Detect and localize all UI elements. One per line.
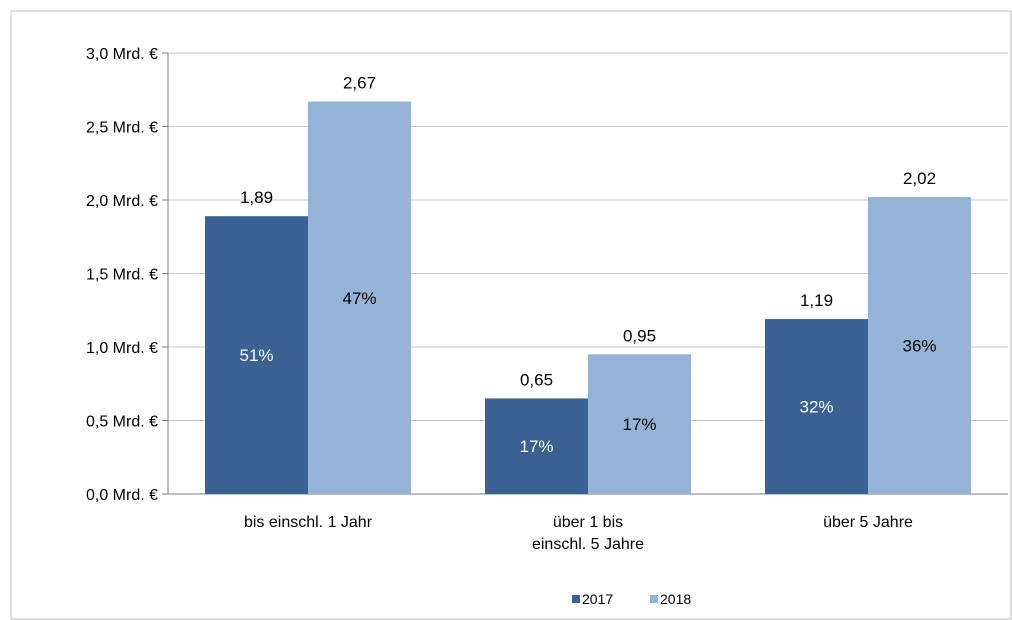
bar-2017-2 (485, 398, 588, 494)
legend-swatch (650, 595, 658, 603)
y-tick-label: 2,5 Mrd. € (86, 120, 158, 137)
chart-frame (10, 10, 1012, 620)
value-label: 1,89 (240, 188, 273, 207)
share-label: 17% (519, 437, 553, 456)
y-tick-label: 0,5 Mrd. € (86, 414, 158, 431)
y-tick-label: 0,0 Mrd. € (86, 487, 158, 504)
bar-2017-1 (205, 216, 308, 495)
bar-2017-3 (765, 319, 868, 494)
data-labels: 1,89 51% 2,67 47% 0,65 17% 0,95 17% 1,19 32% 2,02 3… (239, 74, 936, 457)
value-label: 0,65 (520, 370, 553, 389)
category-label: über 1 bis (553, 514, 623, 531)
x-axis-labels: bis einschl. 1 Jahr über 1 bis einschl. 5 … (244, 514, 913, 553)
bars (205, 101, 971, 495)
share-label: 36% (902, 337, 936, 356)
legend: 2017 2018 (572, 591, 691, 607)
y-tick-label: 1,0 Mrd. € (86, 340, 158, 357)
y-tick-label: 2,0 Mrd. € (86, 193, 158, 210)
legend-label: 2018 (660, 591, 691, 607)
bar-2018-2 (588, 354, 691, 494)
share-label: 17% (622, 415, 656, 434)
category-label: bis einschl. 1 Jahr (244, 514, 373, 531)
y-tick-label: 3,0 Mrd. € (86, 46, 158, 63)
legend-swatch (572, 595, 580, 603)
y-tick-label: 1,5 Mrd. € (86, 267, 158, 284)
legend-label: 2017 (582, 591, 613, 607)
value-label: 2,02 (903, 169, 936, 188)
y-axis: 0,0 Mrd. € 0,5 Mrd. € 1,0 Mrd. € 1,5 Mrd. €… (86, 46, 1008, 504)
share-label: 47% (342, 289, 376, 308)
value-label: 0,95 (623, 326, 656, 345)
share-label: 51% (239, 346, 273, 365)
category-label: einschl. 5 Jahre (532, 536, 644, 553)
category-label: über 5 Jahre (823, 514, 913, 531)
bar-2018-1 (308, 101, 411, 494)
value-label: 2,67 (343, 74, 376, 93)
share-label: 32% (799, 398, 833, 417)
value-label: 1,19 (800, 291, 833, 310)
bar-2018-3 (868, 197, 971, 494)
